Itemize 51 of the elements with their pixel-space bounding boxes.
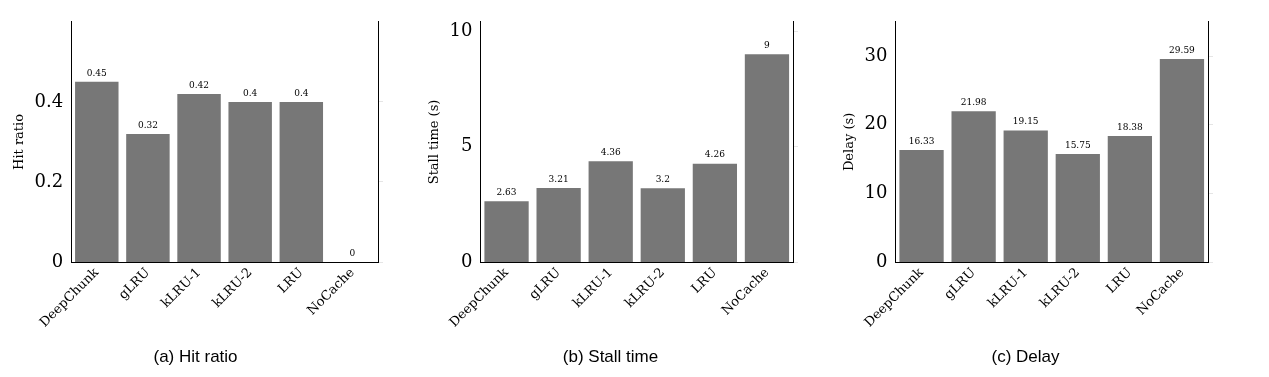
bar: [75, 81, 119, 263]
bar: [744, 54, 790, 263]
data-label: 0.45: [86, 67, 108, 78]
bar: [177, 93, 221, 263]
y-tick-label: 0: [876, 249, 888, 271]
y-tick-label: 0.2: [34, 169, 64, 191]
bar: [1055, 153, 1100, 263]
data-label: 0.32: [137, 119, 158, 130]
data-label: 0.4: [294, 87, 309, 98]
y-axis-title: Stall time (s): [426, 99, 442, 185]
data-label: 19.15: [1012, 116, 1039, 127]
bar: [126, 133, 170, 263]
y-tick-label: 0: [461, 249, 473, 271]
data-label: 0.4: [243, 87, 258, 98]
y-axis-title: Delay (s): [841, 112, 857, 172]
y-tick-label: 10: [449, 18, 473, 40]
data-label: 21.98: [960, 97, 987, 108]
y-tick-label: 30: [864, 43, 888, 65]
data-label: 18.38: [1116, 121, 1144, 132]
y-tick-label: 0: [51, 249, 64, 271]
data-label: 4.36: [600, 147, 621, 158]
data-label: 4.26: [704, 149, 726, 160]
bar: [640, 188, 685, 263]
bar: [588, 161, 633, 263]
y-tick-label: 10: [864, 181, 888, 203]
data-label: 29.59: [1169, 44, 1196, 55]
data-label: 16.33: [908, 135, 935, 146]
y-tick-label: 0.4: [34, 89, 64, 111]
bar: [692, 163, 738, 263]
bar: [1159, 58, 1205, 263]
bar: [1003, 130, 1048, 263]
text: (b) Stall time: [562, 347, 659, 367]
data-label: 0.42: [189, 79, 210, 90]
bar: [279, 101, 324, 263]
data-label: 3.2: [655, 173, 670, 184]
bar: [536, 187, 581, 263]
bar: [951, 111, 996, 263]
bar: [228, 101, 272, 263]
y-axis-title: Hit ratio: [11, 113, 27, 170]
text: (c) Delay: [991, 347, 1060, 367]
text: (a) Hit ratio: [153, 347, 238, 367]
y-tick-label: 5: [461, 134, 473, 156]
data-label: 2.63: [496, 187, 517, 198]
bar: [1107, 135, 1153, 263]
bar: [899, 149, 944, 263]
data-label: 0: [349, 247, 356, 258]
bar: [484, 201, 529, 263]
y-tick-label: 20: [864, 112, 888, 134]
data-label: 3.21: [548, 173, 569, 184]
data-label: 9: [764, 39, 771, 50]
data-label: 15.75: [1064, 139, 1091, 150]
